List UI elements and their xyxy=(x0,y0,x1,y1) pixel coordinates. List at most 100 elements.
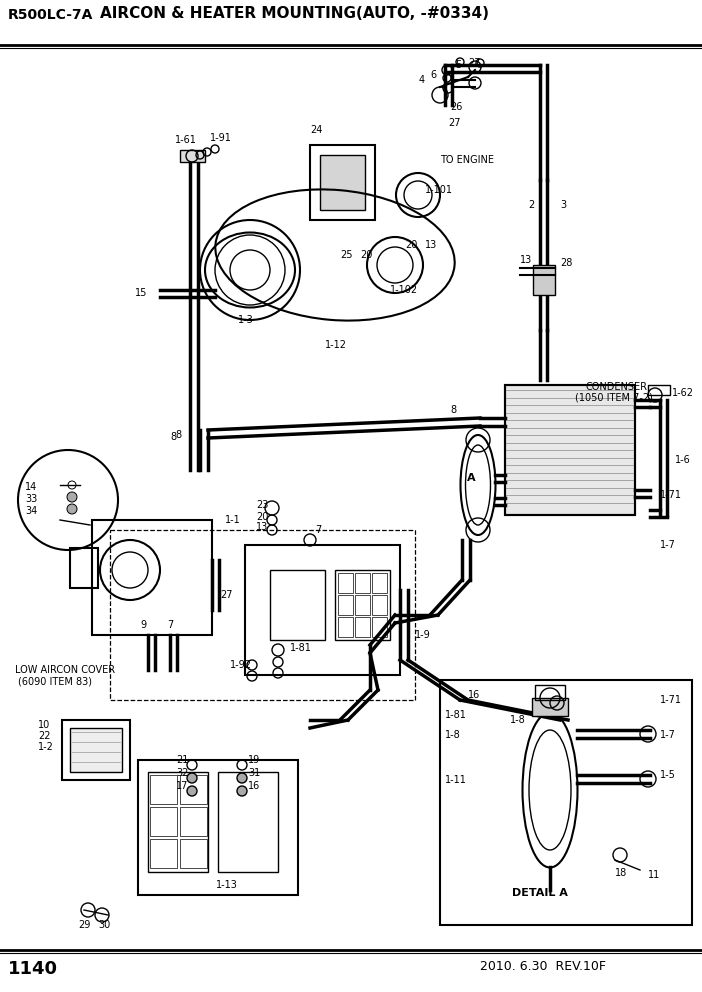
Bar xyxy=(70,728,122,772)
Text: 1-7: 1-7 xyxy=(660,730,676,740)
Bar xyxy=(505,385,635,515)
Circle shape xyxy=(237,773,247,783)
Text: 23: 23 xyxy=(256,500,268,510)
Text: 13: 13 xyxy=(425,240,437,250)
Bar xyxy=(535,685,565,700)
Text: 9: 9 xyxy=(140,620,146,630)
Text: 1-12: 1-12 xyxy=(325,340,347,350)
Text: 5: 5 xyxy=(455,60,461,70)
Text: 1-3: 1-3 xyxy=(238,315,253,325)
Text: TO ENGINE: TO ENGINE xyxy=(440,155,494,165)
Text: (1050 ITEM 7-2): (1050 ITEM 7-2) xyxy=(575,392,653,402)
Text: CONDENSER: CONDENSER xyxy=(585,382,647,392)
Text: 34: 34 xyxy=(25,506,37,516)
Text: 1-11: 1-11 xyxy=(445,775,467,785)
Bar xyxy=(92,520,212,635)
Text: 1-5: 1-5 xyxy=(660,770,676,780)
Text: 13: 13 xyxy=(520,255,532,265)
Bar xyxy=(180,839,207,868)
Text: 1-102: 1-102 xyxy=(390,285,418,295)
Text: 1-9: 1-9 xyxy=(415,630,431,640)
Text: 13: 13 xyxy=(256,522,268,532)
Text: 8: 8 xyxy=(170,432,176,442)
Bar xyxy=(310,145,375,220)
Text: 25: 25 xyxy=(340,250,352,260)
Text: 1-101: 1-101 xyxy=(425,185,453,195)
Text: 27: 27 xyxy=(448,118,461,128)
Text: 11: 11 xyxy=(648,870,661,880)
Bar xyxy=(533,265,555,295)
Text: 1-92: 1-92 xyxy=(230,660,252,670)
Text: 27: 27 xyxy=(220,590,232,600)
Text: 1-13: 1-13 xyxy=(216,880,238,890)
Text: 1-61: 1-61 xyxy=(175,135,197,145)
Bar xyxy=(532,698,568,716)
Text: 2: 2 xyxy=(528,200,534,210)
Circle shape xyxy=(187,773,197,783)
Text: A: A xyxy=(467,473,475,483)
Text: 15: 15 xyxy=(135,288,147,298)
Circle shape xyxy=(237,786,247,796)
Text: 1-8: 1-8 xyxy=(445,730,461,740)
Bar xyxy=(372,617,387,637)
Text: 32: 32 xyxy=(176,768,188,778)
Text: 1-2: 1-2 xyxy=(38,742,54,752)
Bar xyxy=(338,595,353,615)
Circle shape xyxy=(67,492,77,502)
Text: (6090 ITEM 83): (6090 ITEM 83) xyxy=(18,676,92,686)
Text: 7: 7 xyxy=(315,525,322,535)
Bar xyxy=(338,617,353,637)
Text: 17: 17 xyxy=(176,781,188,791)
Text: DETAIL A: DETAIL A xyxy=(512,888,568,898)
Text: 8: 8 xyxy=(450,405,456,415)
Bar xyxy=(180,807,207,836)
Bar xyxy=(372,595,387,615)
Text: 27: 27 xyxy=(468,58,480,68)
Circle shape xyxy=(67,504,77,514)
Text: 2010. 6.30  REV.10F: 2010. 6.30 REV.10F xyxy=(480,960,606,973)
Bar xyxy=(355,617,370,637)
Bar xyxy=(70,548,98,588)
Text: 20: 20 xyxy=(360,250,372,260)
Text: 3: 3 xyxy=(560,200,566,210)
Bar xyxy=(270,570,325,640)
Text: 1-7: 1-7 xyxy=(660,540,676,550)
Text: 1-91: 1-91 xyxy=(210,133,232,143)
Bar xyxy=(218,772,278,872)
Bar xyxy=(440,680,692,925)
Text: 20: 20 xyxy=(405,240,418,250)
Bar xyxy=(355,595,370,615)
Text: 30: 30 xyxy=(98,920,110,930)
Text: 4: 4 xyxy=(419,75,425,85)
Text: 16: 16 xyxy=(248,781,260,791)
Text: 6: 6 xyxy=(430,70,436,80)
Text: 16: 16 xyxy=(468,690,480,700)
Text: 1-71: 1-71 xyxy=(660,490,682,500)
Bar xyxy=(150,807,177,836)
Bar xyxy=(148,772,208,872)
Text: 1-1: 1-1 xyxy=(225,515,241,525)
Text: 19: 19 xyxy=(248,755,260,765)
Bar xyxy=(372,573,387,593)
Text: R500LC-7A: R500LC-7A xyxy=(8,8,93,22)
Bar xyxy=(505,385,635,515)
Text: LOW AIRCON COVER: LOW AIRCON COVER xyxy=(15,665,115,675)
Text: 20: 20 xyxy=(256,512,268,522)
Text: 22: 22 xyxy=(38,731,51,741)
Text: 29: 29 xyxy=(78,920,91,930)
Text: 8: 8 xyxy=(175,430,181,440)
Bar xyxy=(180,775,207,804)
Bar xyxy=(648,385,670,395)
Circle shape xyxy=(187,786,197,796)
Text: 18: 18 xyxy=(615,868,628,878)
Bar xyxy=(180,150,205,162)
Text: 1-8: 1-8 xyxy=(510,715,526,725)
Text: 26: 26 xyxy=(450,102,463,112)
Text: 28: 28 xyxy=(560,258,572,268)
Text: 1-81: 1-81 xyxy=(290,643,312,653)
Bar xyxy=(245,545,400,675)
Text: 1-6: 1-6 xyxy=(675,455,691,465)
Bar xyxy=(138,760,298,895)
Text: 21: 21 xyxy=(176,755,188,765)
Bar xyxy=(320,155,365,210)
